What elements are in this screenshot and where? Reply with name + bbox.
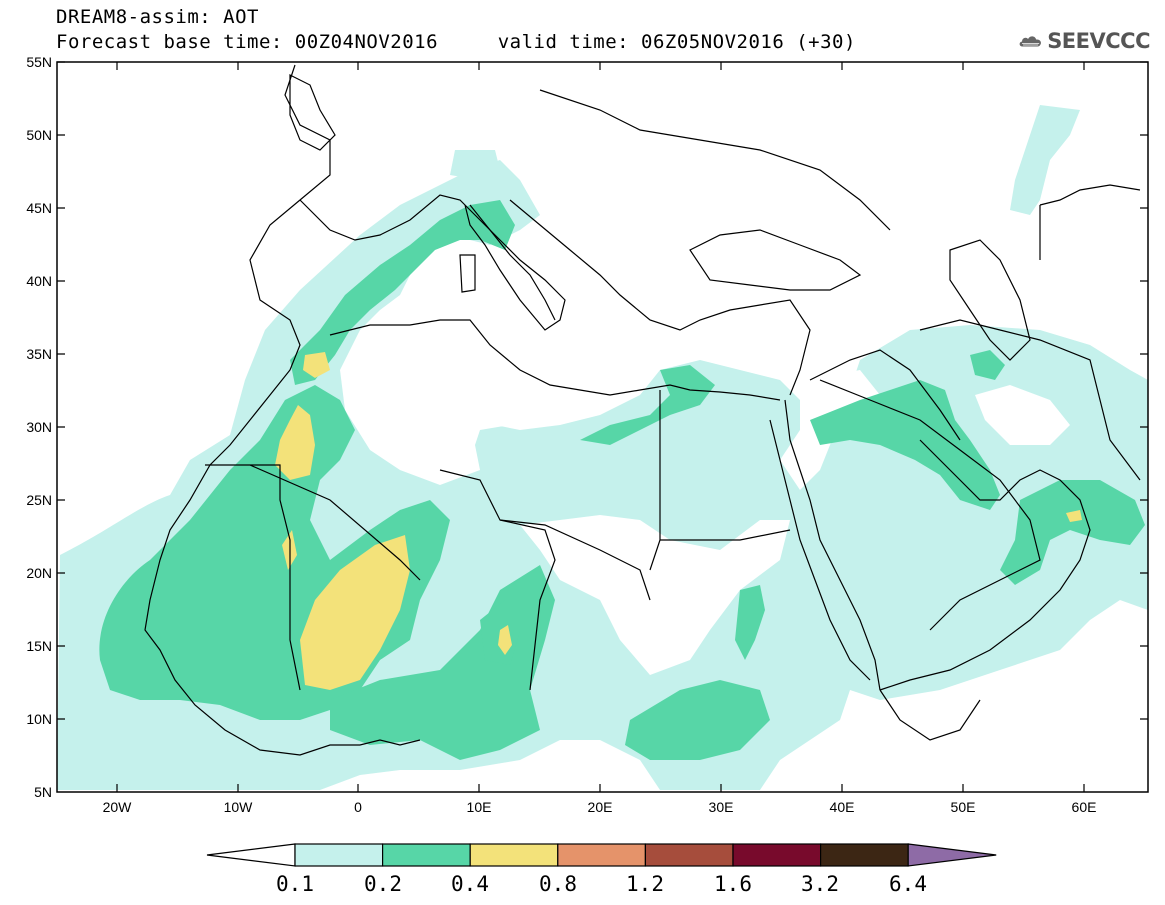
lat-label: 45N <box>26 200 52 216</box>
colorbar-bin <box>382 843 471 867</box>
border-libya-south <box>439 469 651 601</box>
colorbar-label: 1.6 <box>714 872 752 896</box>
lat-label: 55N <box>26 54 52 70</box>
aot-0.4-algeria-west <box>275 405 315 480</box>
aot-0.4-morocco <box>303 352 330 378</box>
colorbar-label: 0.8 <box>539 872 577 896</box>
colorbar-label: 0.2 <box>364 872 402 896</box>
cloud-icon <box>1019 36 1041 47</box>
lat-label: 30N <box>26 419 52 435</box>
aot-0.4-oman <box>1066 510 1082 522</box>
longitude-labels: 20W 10W 0 10E 20E 30E 40E 50E 60E <box>103 799 1097 815</box>
aot-0.2-central-africa <box>625 680 770 760</box>
seevccc-logo: SEEVCCC <box>1018 24 1150 58</box>
coast-horn-africa <box>879 689 981 741</box>
colorbar-labels: 0.1 0.2 0.4 0.8 1.2 1.6 3.2 6.4 <box>276 872 927 896</box>
border-iran-iraq <box>809 349 961 441</box>
coast-red-sea-east <box>784 399 881 691</box>
coast-red-sea-west <box>769 419 871 681</box>
border-europe-east <box>539 89 891 231</box>
lat-label: 20N <box>26 565 52 581</box>
border-egypt-sudan <box>660 529 791 541</box>
coast-europe-med <box>299 194 566 331</box>
lon-label: 30E <box>709 799 734 815</box>
lon-label: 40E <box>830 799 855 815</box>
aot-0.2-egypt-libya <box>580 365 715 445</box>
colorbar-bin <box>644 843 734 867</box>
colorbar-label: 3.2 <box>801 872 839 896</box>
lon-label: 50E <box>951 799 976 815</box>
aot-0.2-gulf-oman <box>1000 480 1145 585</box>
lon-label: 20E <box>588 799 613 815</box>
map-title: DREAM8-assim: AOT <box>56 6 259 28</box>
colorbar-arrow-high <box>907 843 997 867</box>
colorbar-bin <box>294 843 384 867</box>
aot-clear-libya-sudan <box>520 515 790 675</box>
lat-label: 5N <box>34 784 52 800</box>
colorbar-arrow-low <box>206 843 296 867</box>
lon-label: 10W <box>224 799 254 815</box>
coast-sardinia <box>459 254 476 293</box>
logo-text: SEEVCCC <box>1047 29 1150 53</box>
colorbar-label: 0.1 <box>276 872 314 896</box>
colorbar-label: 6.4 <box>889 872 927 896</box>
border-saudi <box>819 379 1041 631</box>
aot-0.1-alps-patch <box>450 150 500 180</box>
aot-clear-north-africa <box>360 320 620 460</box>
colorbar-bin <box>819 843 909 867</box>
coast-balkans-greece <box>509 199 811 396</box>
lon-label: 60E <box>1072 799 1097 815</box>
border-kazakh <box>1039 184 1141 206</box>
colorbar <box>206 843 997 867</box>
forecast-time-subtitle: Forecast base time: 00Z04NOV2016 valid t… <box>56 31 856 53</box>
axis-ticks <box>57 61 1148 792</box>
latitude-labels: 55N 50N 45N 40N 35N 30N 25N 20N 15N 10N … <box>26 54 52 800</box>
coast-west-africa <box>144 64 421 756</box>
lat-label: 10N <box>26 711 52 727</box>
colorbar-label: 0.4 <box>451 872 489 896</box>
coast-italy <box>469 204 556 321</box>
lon-label: 0 <box>354 799 362 815</box>
aot-0.2-caspian-east <box>970 350 1005 380</box>
colorbar-label: 1.2 <box>626 872 664 896</box>
coast-arabia-gulf <box>879 439 1091 691</box>
coastlines-borders <box>144 64 1141 756</box>
aot-0.4-chad <box>498 625 512 655</box>
lon-label: 10E <box>467 799 492 815</box>
border-mali-mauritania <box>205 464 301 691</box>
border-iran <box>919 319 1141 481</box>
colorbar-bin <box>732 843 822 867</box>
border-chad <box>499 519 556 691</box>
aot-0.2-red-sea-patch <box>735 585 765 660</box>
lat-label: 40N <box>26 273 52 289</box>
colorbar-bin <box>557 843 646 867</box>
aot-0.4-mali-niger <box>300 535 410 690</box>
coast-british-isles <box>289 74 336 151</box>
lat-label: 50N <box>26 127 52 143</box>
lat-label: 25N <box>26 492 52 508</box>
aot-clear-arabia <box>975 385 1070 445</box>
aot-0.1-east-europe-streak <box>1010 105 1080 215</box>
border-algeria-mali <box>249 464 421 581</box>
aot-fields <box>57 105 1148 790</box>
colorbar-bin <box>469 843 559 867</box>
coast-north-africa <box>329 319 781 401</box>
lat-label: 15N <box>26 638 52 654</box>
lat-label: 35N <box>26 346 52 362</box>
aot-0.2-mesopotamia <box>810 380 1000 510</box>
lon-label: 20W <box>103 799 133 815</box>
coast-black-sea <box>689 229 862 291</box>
coast-caspian <box>949 239 1031 361</box>
